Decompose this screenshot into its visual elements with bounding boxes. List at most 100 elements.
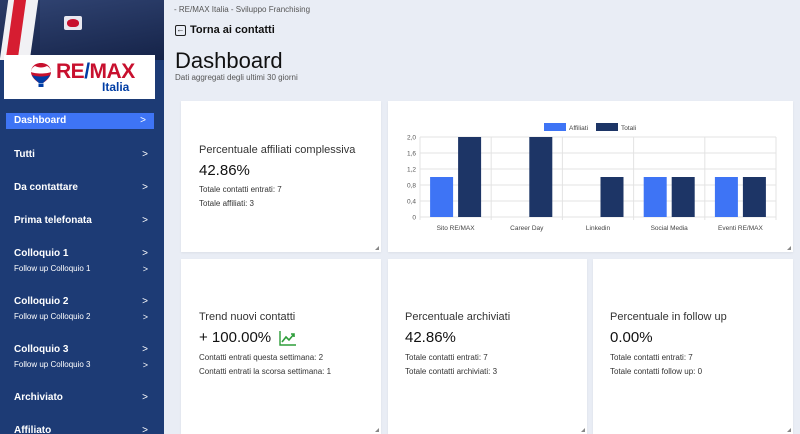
bar-totali bbox=[458, 137, 482, 217]
logo-country: Italia bbox=[102, 80, 130, 94]
balloon-icon bbox=[31, 63, 51, 87]
y-tick-label: 1,2 bbox=[407, 167, 416, 174]
card-title: Percentuale affiliati complessiva bbox=[199, 144, 356, 156]
y-tick-label: 1,6 bbox=[407, 151, 416, 158]
resize-handle-icon[interactable] bbox=[581, 428, 585, 432]
sidebar-item-tutti[interactable]: Tutti > bbox=[0, 147, 164, 163]
legend-label: Totali bbox=[621, 125, 636, 132]
chevron-right-icon: > bbox=[142, 215, 148, 226]
card-detail: Totale contatti entrati: 7 bbox=[405, 353, 488, 362]
sidebar: RE/MAX Italia Dashboard > Tutti > Da con… bbox=[0, 0, 164, 434]
legend-label: Affiliati bbox=[569, 125, 588, 132]
sidebar-subitem-follow-up-colloquio-2[interactable]: Follow up Colloquio 2 > bbox=[0, 311, 164, 323]
sidebar-item-label: Archiviato bbox=[14, 392, 63, 403]
x-tick-label: Eventi RE/MAX bbox=[718, 225, 763, 232]
card-value-row: + 100.00% bbox=[199, 329, 297, 346]
chevron-right-icon: > bbox=[142, 344, 148, 355]
bar-totali bbox=[671, 177, 695, 217]
sidebar-item-archiviato[interactable]: Archiviato > bbox=[0, 390, 164, 406]
card-detail: Totale contatti entrati: 7 bbox=[199, 185, 282, 194]
page-title: Dashboard bbox=[175, 48, 283, 73]
sidebar-item-label: Colloquio 3 bbox=[14, 344, 69, 355]
x-tick-label: Sito RE/MAX bbox=[437, 225, 476, 232]
chevron-right-icon: > bbox=[142, 182, 148, 193]
card-archiviati: Percentuale archiviati 42.86% Totale con… bbox=[388, 259, 587, 434]
page-subtitle: Dati aggregati degli ultimi 30 giorni bbox=[175, 73, 298, 82]
x-tick-label: Social Media bbox=[651, 225, 689, 232]
sidebar-subitem-label: Follow up Colloquio 1 bbox=[14, 264, 91, 273]
sidebar-item-label: Da contattare bbox=[14, 182, 78, 193]
resize-handle-icon[interactable] bbox=[375, 246, 379, 250]
card-title: Trend nuovi contatti bbox=[199, 311, 296, 323]
resize-handle-icon[interactable] bbox=[787, 428, 791, 432]
chevron-right-icon: > bbox=[142, 312, 148, 322]
bar-totali bbox=[529, 137, 553, 217]
chevron-right-icon: > bbox=[142, 248, 148, 259]
card-trend: Trend nuovi contatti + 100.00% Contatti … bbox=[181, 259, 381, 434]
sidebar-subitem-label: Follow up Colloquio 2 bbox=[14, 312, 91, 321]
sidebar-item-label: Tutti bbox=[14, 149, 35, 160]
bar-totali bbox=[742, 177, 766, 217]
y-tick-label: 0 bbox=[412, 215, 416, 222]
sidebar-item-label: Colloquio 1 bbox=[14, 248, 69, 259]
legend-swatch bbox=[596, 123, 618, 131]
card-title: Percentuale archiviati bbox=[405, 311, 511, 323]
remax-pin-icon bbox=[64, 16, 82, 30]
bar-affiliati bbox=[714, 177, 738, 217]
chevron-right-icon: > bbox=[142, 392, 148, 403]
bar-totali bbox=[600, 177, 624, 217]
card-title: Percentuale in follow up bbox=[610, 311, 727, 323]
y-tick-label: 0,8 bbox=[407, 183, 416, 190]
sidebar-item-label: Colloquio 2 bbox=[14, 296, 69, 307]
sidebar-subitem-follow-up-colloquio-1[interactable]: Follow up Colloquio 1 > bbox=[0, 263, 164, 275]
card-chart: 0 0,4 0,8 1,2 1,6 2,0 Sito RE/MAX Career Day Lin… bbox=[388, 101, 793, 252]
arrow-left-icon: ← bbox=[175, 24, 186, 36]
bar-affiliati bbox=[643, 177, 667, 217]
resize-handle-icon[interactable] bbox=[787, 246, 791, 250]
card-value: 42.86% bbox=[199, 162, 250, 179]
card-followup: Percentuale in follow up 0.00% Totale co… bbox=[593, 259, 793, 434]
sidebar-item-dashboard[interactable]: Dashboard > bbox=[6, 113, 154, 129]
card-detail: Totale contatti archiviati: 3 bbox=[405, 367, 498, 376]
chevron-right-icon: > bbox=[142, 360, 148, 370]
card-value: + 100.00% bbox=[199, 329, 272, 346]
sidebar-item-label: Dashboard bbox=[14, 115, 67, 126]
bar-chart: 0 0,4 0,8 1,2 1,6 2,0 Sito RE/MAX Career Day Lin… bbox=[407, 123, 777, 232]
x-tick-label: Linkedin bbox=[586, 225, 611, 232]
card-value: 0.00% bbox=[610, 329, 653, 346]
back-label: Torna ai contatti bbox=[190, 24, 275, 36]
card-detail: Totale affiliati: 3 bbox=[199, 199, 254, 208]
sidebar-subitem-label: Follow up Colloquio 3 bbox=[14, 360, 91, 369]
card-detail: Totale contatti follow up: 0 bbox=[610, 367, 703, 376]
resize-handle-icon[interactable] bbox=[375, 428, 379, 432]
card-value: 42.86% bbox=[405, 329, 456, 346]
chevron-right-icon: > bbox=[142, 149, 148, 160]
sidebar-item-colloquio-1[interactable]: Colloquio 1 > bbox=[0, 246, 164, 262]
profile-photo bbox=[0, 0, 164, 60]
legend-swatch bbox=[544, 123, 566, 131]
sidebar-item-da-contattare[interactable]: Da contattare > bbox=[0, 180, 164, 196]
back-to-contacts-button[interactable]: ← Torna ai contatti bbox=[175, 24, 275, 36]
sidebar-item-affiliato[interactable]: Affiliato > bbox=[0, 423, 164, 434]
card-affiliati: Percentuale affiliati complessiva 42.86%… bbox=[181, 101, 381, 252]
card-detail: Totale contatti entrati: 7 bbox=[610, 353, 693, 362]
trending-up-icon bbox=[279, 330, 297, 346]
card-detail: Contatti entrati questa settimana: 2 bbox=[199, 353, 324, 362]
sidebar-item-colloquio-3[interactable]: Colloquio 3 > bbox=[0, 342, 164, 358]
x-tick-label: Career Day bbox=[510, 225, 544, 232]
sidebar-subitem-follow-up-colloquio-3[interactable]: Follow up Colloquio 3 > bbox=[0, 359, 164, 371]
sidebar-item-prima-telefonata[interactable]: Prima telefonata > bbox=[0, 213, 164, 229]
y-tick-label: 0,4 bbox=[407, 199, 416, 206]
remax-logo: RE/MAX Italia bbox=[4, 55, 155, 99]
y-tick-label: 2,0 bbox=[407, 135, 416, 142]
chevron-right-icon: > bbox=[142, 425, 148, 434]
breadcrumb: - RE/MAX Italia - Sviluppo Franchising bbox=[174, 5, 311, 14]
sidebar-item-label: Affiliato bbox=[14, 425, 52, 434]
chevron-right-icon: > bbox=[142, 264, 148, 274]
card-detail: Contatti entrati la scorsa settimana: 1 bbox=[199, 367, 332, 376]
bar-affiliati bbox=[430, 177, 454, 217]
logo-wordmark: RE/MAX bbox=[56, 60, 135, 83]
sidebar-item-colloquio-2[interactable]: Colloquio 2 > bbox=[0, 294, 164, 310]
chevron-right-icon: > bbox=[140, 115, 146, 126]
chevron-right-icon: > bbox=[142, 296, 148, 307]
